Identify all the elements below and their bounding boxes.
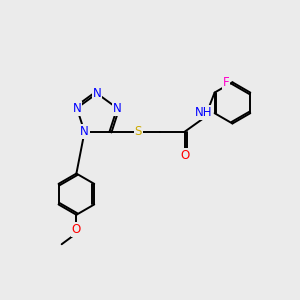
Text: N: N xyxy=(80,125,89,138)
Text: O: O xyxy=(180,149,189,162)
Text: F: F xyxy=(223,76,229,89)
Text: NH: NH xyxy=(195,106,212,119)
Text: N: N xyxy=(113,102,122,115)
Text: N: N xyxy=(73,102,81,115)
Text: N: N xyxy=(93,87,101,100)
Text: O: O xyxy=(72,223,81,236)
Text: S: S xyxy=(135,125,142,138)
